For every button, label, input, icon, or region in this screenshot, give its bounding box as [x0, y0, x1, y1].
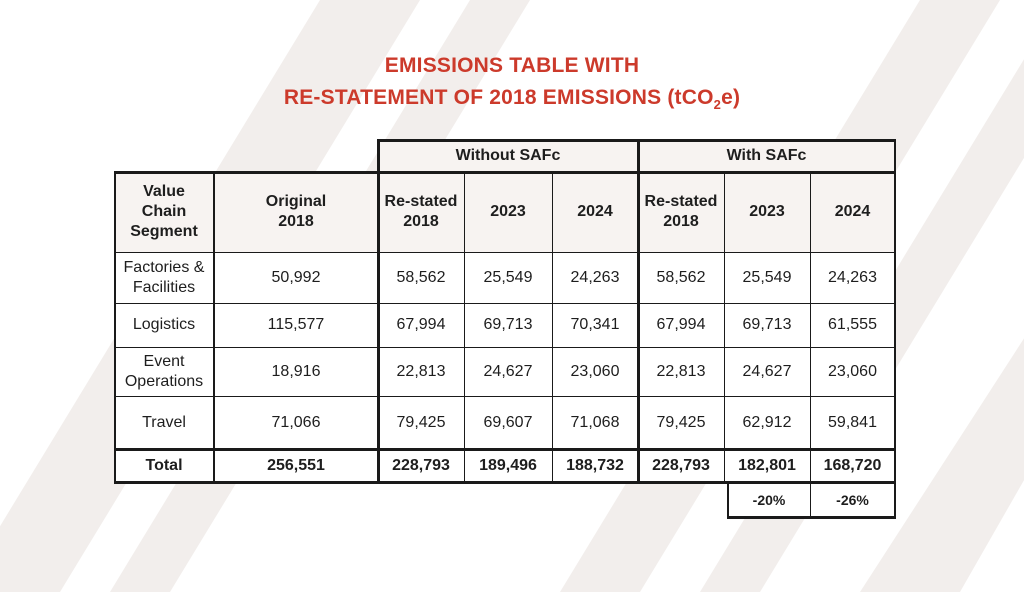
table-cell: 18,916: [214, 347, 378, 396]
total-cell: 188,732: [552, 449, 638, 482]
table-cell: 23,060: [810, 347, 895, 396]
col-header-original-2018: Original 2018: [214, 172, 378, 252]
table-cell: 62,912: [724, 396, 810, 449]
total-cell: 228,793: [638, 449, 724, 482]
change-2024-with-safc: -26%: [810, 482, 895, 518]
table-cell: 79,425: [638, 396, 724, 449]
col-header-restated-without: Re-stated 2018: [378, 172, 464, 252]
table-cell: 22,813: [638, 347, 724, 396]
total-cell: 228,793: [378, 449, 464, 482]
row-label-event-operations: Event Operations: [114, 347, 214, 396]
table-cell: 69,713: [464, 303, 552, 347]
col-header-restated-with: Re-stated 2018: [638, 172, 724, 252]
table-cell: 70,341: [552, 303, 638, 347]
table-cell: 71,068: [552, 396, 638, 449]
col-header-2024-without: 2024: [552, 172, 638, 252]
table-cell: 24,627: [464, 347, 552, 396]
row-label-factories: Factories & Facilities: [114, 252, 214, 303]
total-cell: 189,496: [464, 449, 552, 482]
table-cell: 24,263: [810, 252, 895, 303]
total-cell: 256,551: [214, 449, 378, 482]
col-header-segment: Value Chain Segment: [114, 172, 214, 252]
group-header-without-safc: Without SAFc: [378, 140, 638, 172]
table-cell: 61,555: [810, 303, 895, 347]
col-header-2023-without: 2023: [464, 172, 552, 252]
table-cell: 69,713: [724, 303, 810, 347]
total-cell: 182,801: [724, 449, 810, 482]
table-cell: 79,425: [378, 396, 464, 449]
table-cell: 24,627: [724, 347, 810, 396]
group-header-with-safc: With SAFc: [638, 140, 895, 172]
row-label-total: Total: [114, 449, 214, 482]
table-cell: 67,994: [378, 303, 464, 347]
row-label-logistics: Logistics: [114, 303, 214, 347]
table-cell: 71,066: [214, 396, 378, 449]
table-cell: 115,577: [214, 303, 378, 347]
table-cell: 23,060: [552, 347, 638, 396]
col-header-2024-with: 2024: [810, 172, 895, 252]
table-cell: 25,549: [724, 252, 810, 303]
row-label-travel: Travel: [114, 396, 214, 449]
table-cell: 50,992: [214, 252, 378, 303]
table-cell: 67,994: [638, 303, 724, 347]
table-cell: 24,263: [552, 252, 638, 303]
title-line-2: RE-STATEMENT OF 2018 EMISSIONS (tCO2e): [283, 86, 741, 113]
change-2023-with-safc: -20%: [728, 482, 810, 518]
title-line-1: EMISSIONS TABLE WITH: [384, 54, 640, 77]
table-cell: 22,813: [378, 347, 464, 396]
table-cell: 58,562: [638, 252, 724, 303]
total-cell: 168,720: [810, 449, 895, 482]
page-title: EMISSIONS TABLE WITH RE-STATEMENT OF 201…: [0, 50, 1024, 114]
table-cell: 59,841: [810, 396, 895, 449]
table-cell: 58,562: [378, 252, 464, 303]
table-cell: 69,607: [464, 396, 552, 449]
col-header-2023-with: 2023: [724, 172, 810, 252]
table-cell: 25,549: [464, 252, 552, 303]
